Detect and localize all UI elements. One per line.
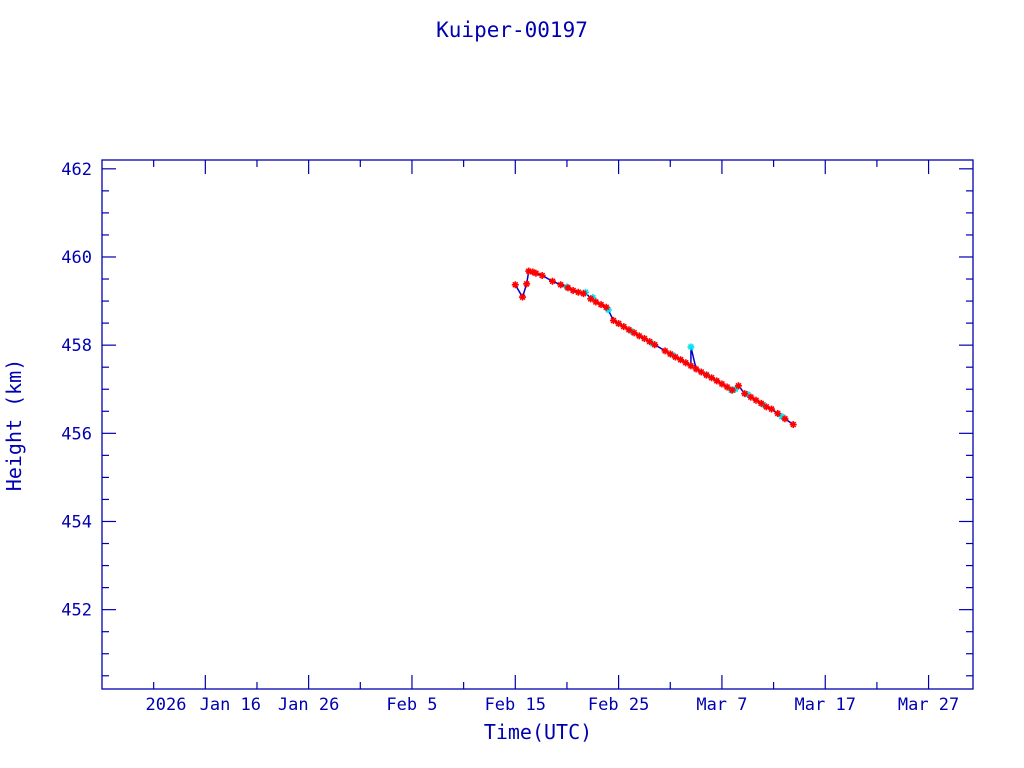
data-point-red — [651, 341, 659, 349]
data-point-red — [774, 409, 782, 417]
y-tick-label: 462 — [61, 160, 92, 180]
y-tick-label: 454 — [61, 512, 92, 532]
x-axis-label: Time(UTC) — [484, 720, 592, 744]
data-point-red — [671, 353, 679, 361]
data-point-red — [666, 350, 674, 358]
data-point-red — [757, 399, 765, 407]
data-point-red — [789, 421, 797, 428]
plot-frame — [101, 159, 974, 690]
y-tick-label: 460 — [61, 248, 92, 268]
data-point-red — [511, 281, 519, 289]
x-tick-label: Mar 17 — [795, 695, 856, 715]
data-point-red — [741, 390, 749, 398]
data-point-red — [713, 377, 721, 385]
data-point-red — [620, 323, 628, 331]
data-point-red — [625, 326, 633, 334]
data-point-red — [519, 293, 527, 301]
y-tick-label: 452 — [61, 601, 92, 621]
data-point-red — [592, 298, 600, 306]
data-point-red — [723, 383, 731, 391]
data-point-red — [702, 371, 710, 379]
data-points — [511, 267, 797, 428]
data-point-red — [781, 415, 789, 423]
data-point-red — [557, 281, 565, 289]
data-point-red — [548, 277, 556, 285]
data-point-red — [747, 393, 755, 401]
x-tick-label: Jan 16 — [200, 695, 261, 715]
data-point-red — [538, 271, 546, 279]
data-point-red — [630, 329, 638, 337]
data-point-red — [734, 382, 742, 390]
data-point-red — [609, 316, 617, 324]
data-point-red — [728, 386, 736, 394]
data-point-red — [762, 403, 770, 411]
data-point-red — [579, 290, 587, 298]
data-point-red — [532, 269, 540, 277]
x-tick-label: Mar 27 — [898, 695, 959, 715]
data-point-red — [687, 362, 695, 370]
x-tick-label: Mar 7 — [696, 695, 747, 715]
data-point-red — [523, 280, 531, 288]
data-point-red — [682, 359, 690, 367]
data-point-red — [692, 365, 700, 373]
x-tick-label: Feb 25 — [588, 695, 649, 715]
x-tick-label: Feb 5 — [386, 695, 437, 715]
data-point-red — [768, 405, 776, 413]
axis-ticks: Jan 16 Jan 26 Feb 5 Feb 15 Feb 25 Mar 7 Mar 17… — [61, 160, 973, 715]
data-point-red — [635, 332, 643, 340]
chart-title: Kuiper-00197 — [436, 18, 588, 42]
data-point-red — [661, 347, 669, 355]
data-point-red — [615, 320, 623, 328]
data-point-red — [677, 356, 685, 364]
data-point-red — [646, 338, 654, 346]
data-point-red — [564, 284, 572, 292]
data-point-red — [752, 396, 760, 404]
data-point-red — [574, 288, 582, 296]
data-point-red — [640, 335, 648, 343]
data-point-cyan — [687, 343, 695, 351]
x-tick-label: Jan 26 — [278, 695, 339, 715]
data-point-red — [587, 295, 595, 303]
data-point-red — [697, 368, 705, 376]
year-label: 2026 — [146, 695, 187, 715]
data-point-red — [718, 380, 726, 388]
y-tick-label: 456 — [61, 424, 92, 444]
data-point-red — [597, 301, 605, 309]
x-tick-label: Feb 15 — [485, 695, 546, 715]
data-point-red — [708, 374, 716, 382]
data-point-red — [602, 303, 610, 311]
y-axis-label: Height (km) — [2, 359, 26, 491]
y-tick-label: 458 — [61, 336, 92, 356]
